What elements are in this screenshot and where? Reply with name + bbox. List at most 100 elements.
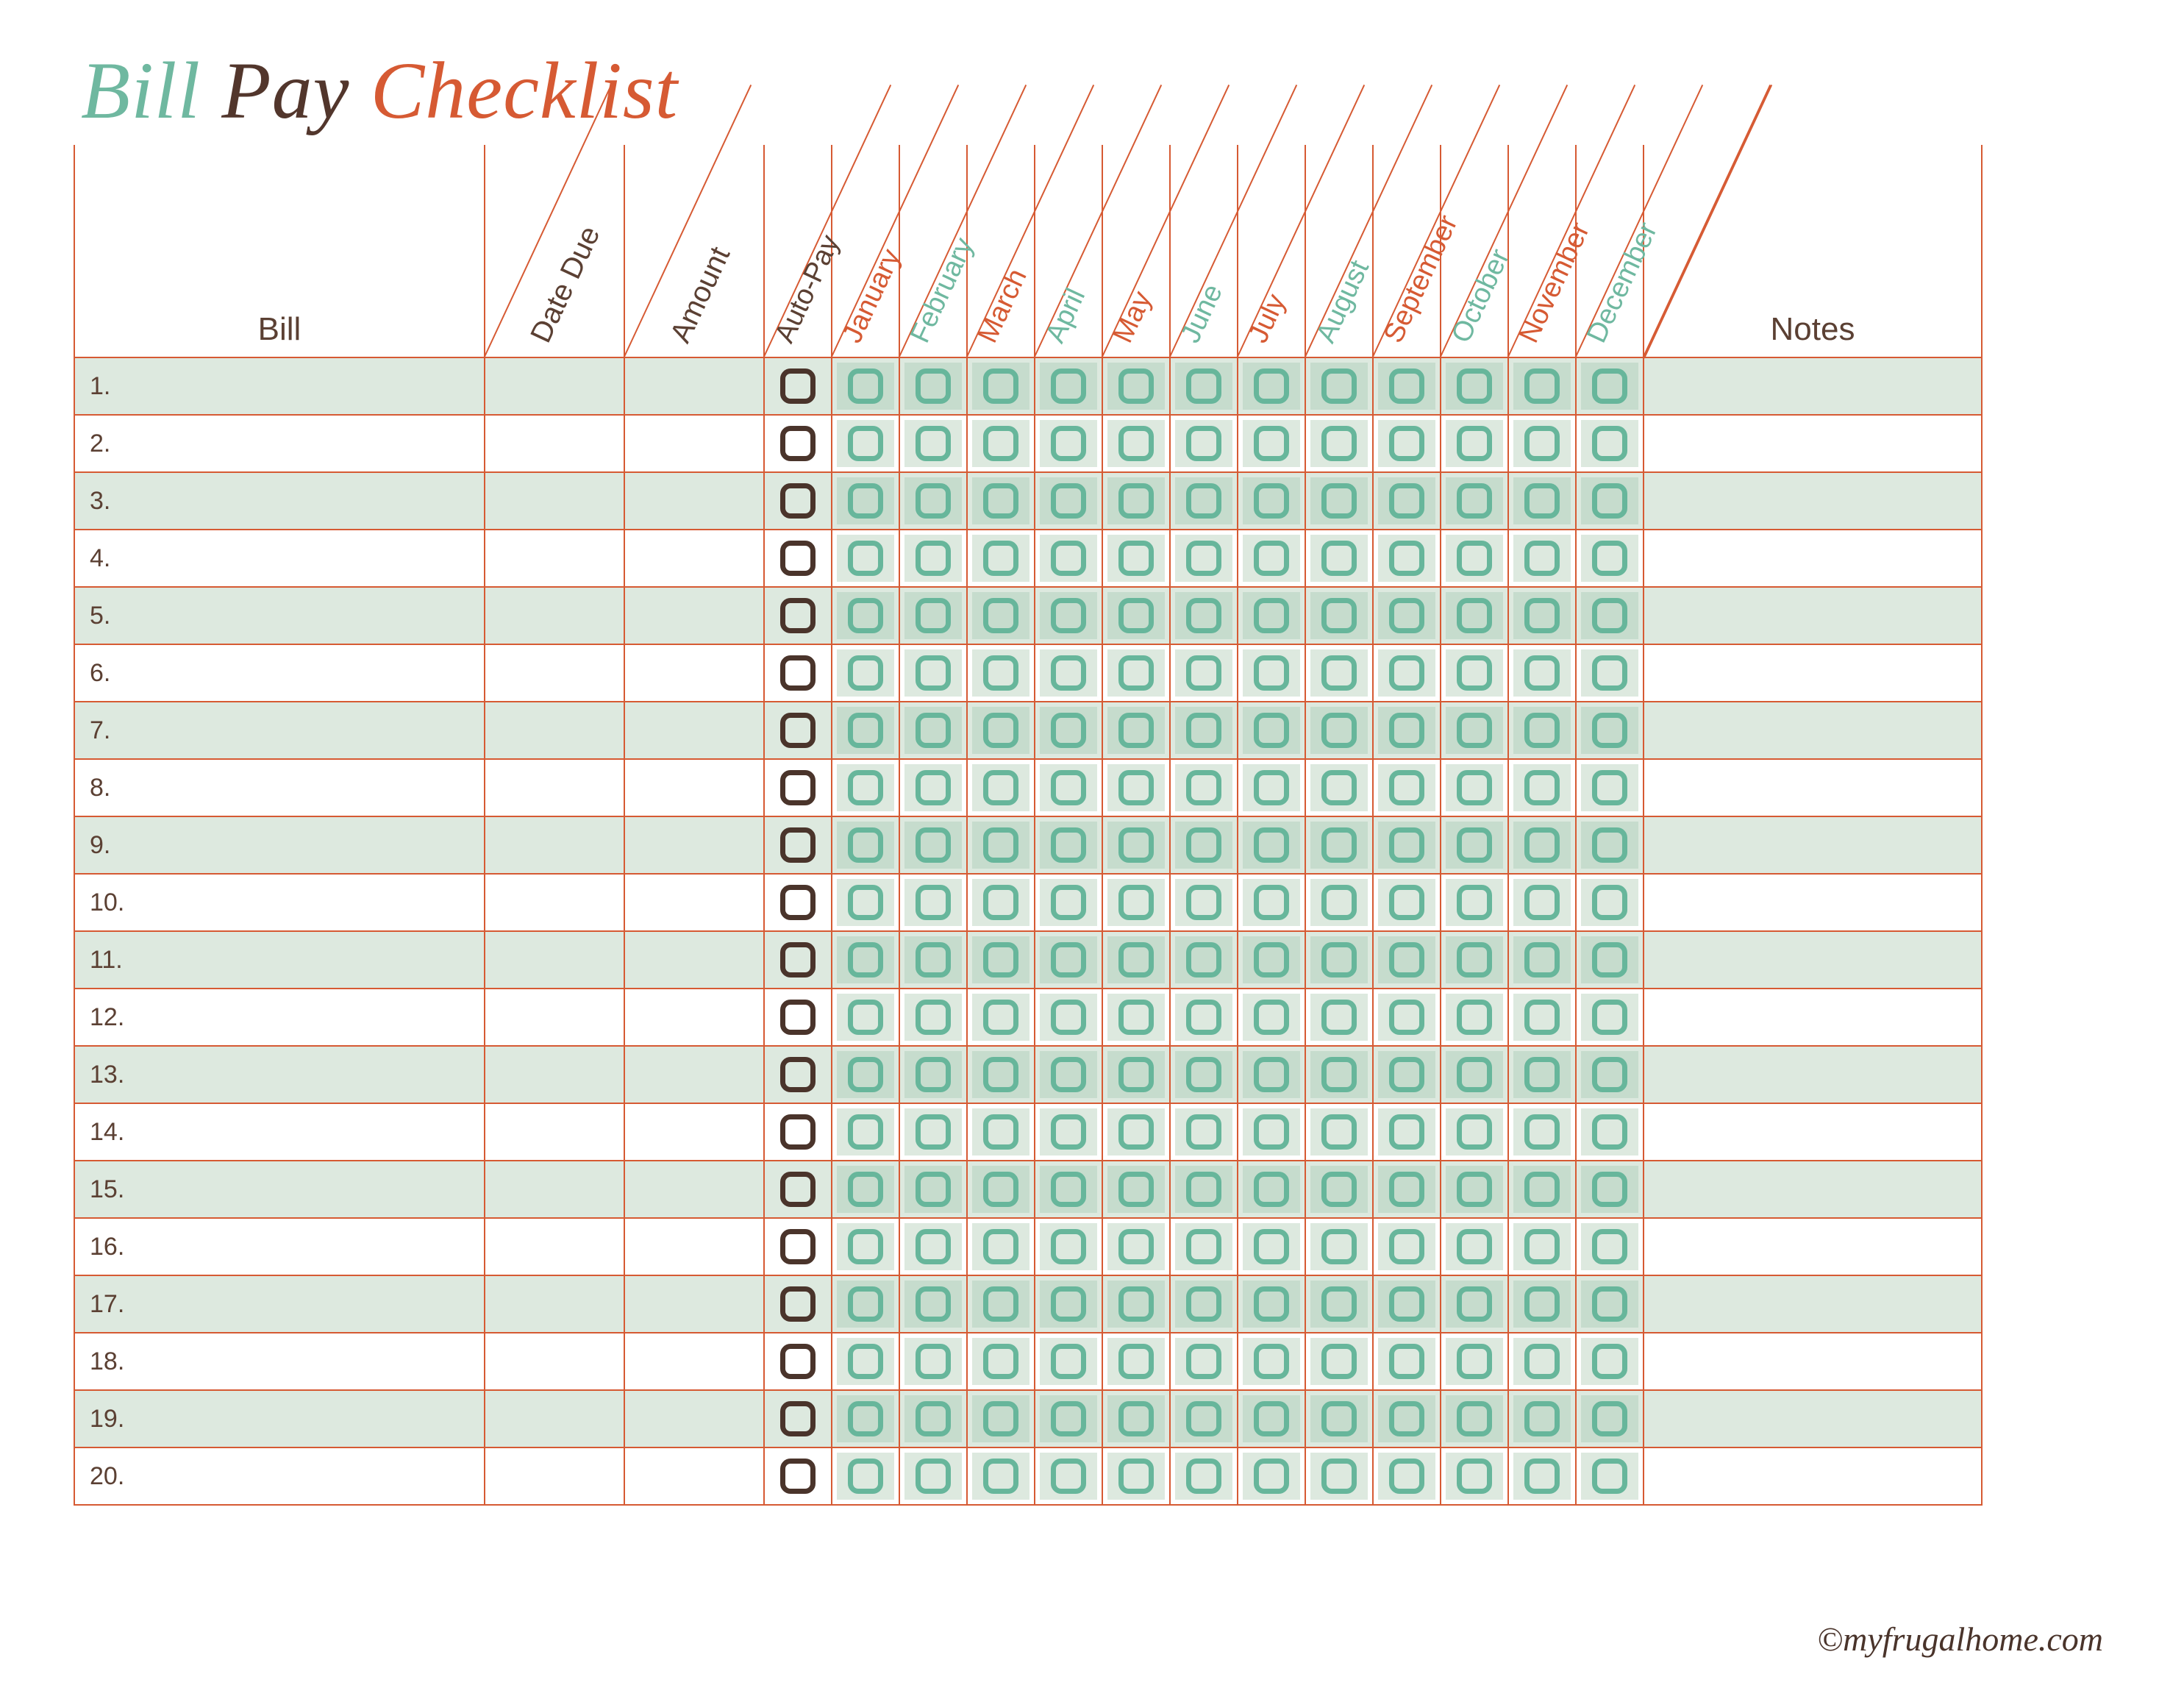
month-checkbox[interactable] [1389, 1057, 1424, 1092]
month-checkbox[interactable] [916, 827, 951, 863]
month-checkbox[interactable] [1254, 885, 1289, 920]
month-checkbox[interactable] [1186, 368, 1221, 404]
month-checkbox[interactable] [916, 426, 951, 461]
month-checkbox[interactable] [983, 598, 1018, 633]
month-checkbox[interactable] [916, 598, 951, 633]
month-checkbox[interactable] [1524, 770, 1560, 805]
month-checkbox[interactable] [848, 1172, 883, 1207]
month-checkbox[interactable] [848, 598, 883, 633]
month-checkbox[interactable] [1118, 1229, 1154, 1264]
month-checkbox[interactable] [916, 1114, 951, 1150]
month-checkbox[interactable] [1186, 770, 1221, 805]
amount-cell[interactable] [625, 1104, 765, 1161]
month-checkbox[interactable] [1457, 713, 1492, 748]
notes-cell[interactable] [1644, 1333, 1983, 1391]
month-checkbox[interactable] [1051, 1401, 1086, 1436]
month-checkbox[interactable] [1051, 1114, 1086, 1150]
autopay-checkbox[interactable] [780, 1114, 816, 1150]
month-checkbox[interactable] [1457, 483, 1492, 519]
month-checkbox[interactable] [983, 655, 1018, 691]
amount-cell[interactable] [625, 1047, 765, 1104]
autopay-checkbox[interactable] [780, 598, 816, 633]
month-checkbox[interactable] [1186, 1000, 1221, 1035]
month-checkbox[interactable] [848, 541, 883, 576]
month-checkbox[interactable] [1592, 827, 1627, 863]
month-checkbox[interactable] [1321, 1172, 1357, 1207]
month-checkbox[interactable] [916, 770, 951, 805]
amount-cell[interactable] [625, 1276, 765, 1333]
month-checkbox[interactable] [1254, 713, 1289, 748]
notes-cell[interactable] [1644, 817, 1983, 875]
amount-cell[interactable] [625, 932, 765, 989]
month-checkbox[interactable] [1321, 713, 1357, 748]
month-checkbox[interactable] [848, 426, 883, 461]
date-due-cell[interactable] [485, 1161, 625, 1219]
autopay-checkbox[interactable] [780, 655, 816, 691]
notes-cell[interactable] [1644, 932, 1983, 989]
date-due-cell[interactable] [485, 817, 625, 875]
month-checkbox[interactable] [848, 1000, 883, 1035]
month-checkbox[interactable] [1051, 827, 1086, 863]
month-checkbox[interactable] [1254, 541, 1289, 576]
amount-cell[interactable] [625, 1161, 765, 1219]
notes-cell[interactable] [1644, 1219, 1983, 1276]
month-checkbox[interactable] [1321, 827, 1357, 863]
notes-cell[interactable] [1644, 1276, 1983, 1333]
month-checkbox[interactable] [1457, 426, 1492, 461]
month-checkbox[interactable] [1118, 1401, 1154, 1436]
month-checkbox[interactable] [1051, 1057, 1086, 1092]
month-checkbox[interactable] [1592, 1229, 1627, 1264]
month-checkbox[interactable] [1254, 1172, 1289, 1207]
bill-cell[interactable]: 15. [74, 1161, 485, 1219]
month-checkbox[interactable] [1457, 541, 1492, 576]
amount-cell[interactable] [625, 358, 765, 416]
month-checkbox[interactable] [1592, 483, 1627, 519]
month-checkbox[interactable] [983, 1286, 1018, 1322]
notes-cell[interactable] [1644, 416, 1983, 473]
month-checkbox[interactable] [1321, 1057, 1357, 1092]
month-checkbox[interactable] [1186, 1401, 1221, 1436]
bill-cell[interactable]: 9. [74, 817, 485, 875]
notes-cell[interactable] [1644, 760, 1983, 817]
month-checkbox[interactable] [1592, 426, 1627, 461]
month-checkbox[interactable] [1254, 1000, 1289, 1035]
month-checkbox[interactable] [916, 483, 951, 519]
month-checkbox[interactable] [1051, 598, 1086, 633]
amount-cell[interactable] [625, 702, 765, 760]
autopay-checkbox[interactable] [780, 1000, 816, 1035]
bill-cell[interactable]: 16. [74, 1219, 485, 1276]
month-checkbox[interactable] [916, 942, 951, 977]
date-due-cell[interactable] [485, 588, 625, 645]
amount-cell[interactable] [625, 1448, 765, 1506]
month-checkbox[interactable] [848, 1459, 883, 1494]
month-checkbox[interactable] [1592, 770, 1627, 805]
bill-cell[interactable]: 10. [74, 875, 485, 932]
month-checkbox[interactable] [1118, 942, 1154, 977]
month-checkbox[interactable] [1389, 368, 1424, 404]
autopay-checkbox[interactable] [780, 1344, 816, 1379]
date-due-cell[interactable] [485, 530, 625, 588]
month-checkbox[interactable] [1186, 1286, 1221, 1322]
month-checkbox[interactable] [1321, 1459, 1357, 1494]
month-checkbox[interactable] [1254, 483, 1289, 519]
month-checkbox[interactable] [1118, 1000, 1154, 1035]
month-checkbox[interactable] [848, 368, 883, 404]
month-checkbox[interactable] [848, 827, 883, 863]
month-checkbox[interactable] [1457, 1459, 1492, 1494]
month-checkbox[interactable] [1186, 483, 1221, 519]
month-checkbox[interactable] [1592, 1459, 1627, 1494]
month-checkbox[interactable] [916, 1057, 951, 1092]
month-checkbox[interactable] [1592, 1401, 1627, 1436]
month-checkbox[interactable] [1321, 541, 1357, 576]
amount-cell[interactable] [625, 530, 765, 588]
autopay-checkbox[interactable] [780, 885, 816, 920]
month-checkbox[interactable] [848, 1057, 883, 1092]
month-checkbox[interactable] [1051, 1286, 1086, 1322]
month-checkbox[interactable] [1321, 885, 1357, 920]
month-checkbox[interactable] [916, 1344, 951, 1379]
month-checkbox[interactable] [1592, 1172, 1627, 1207]
month-checkbox[interactable] [1457, 827, 1492, 863]
autopay-checkbox[interactable] [780, 1286, 816, 1322]
month-checkbox[interactable] [916, 885, 951, 920]
month-checkbox[interactable] [1051, 885, 1086, 920]
